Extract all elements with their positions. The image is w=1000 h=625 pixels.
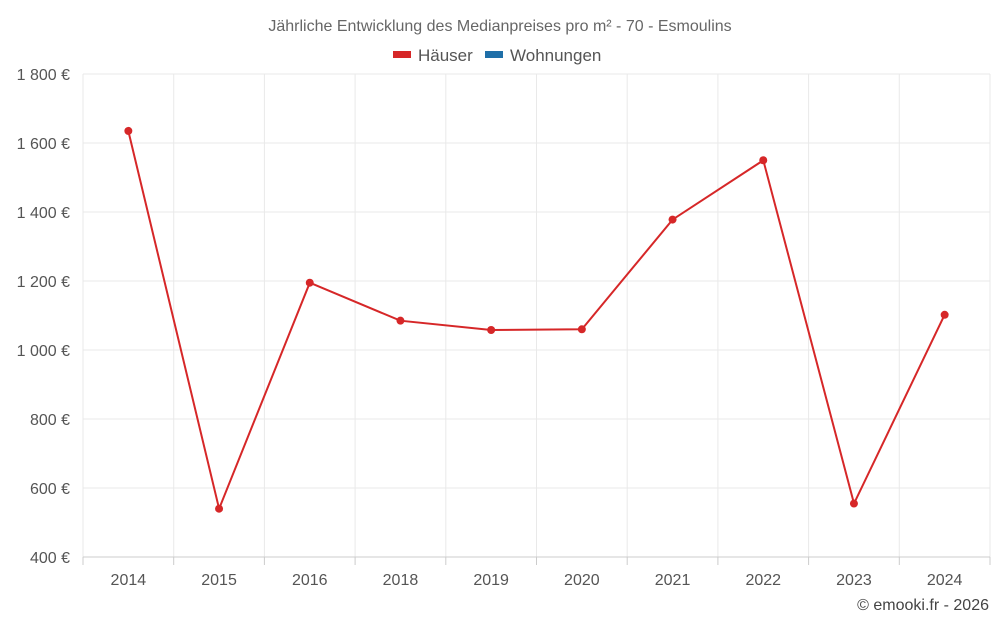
- x-tick-label: 2021: [655, 572, 691, 589]
- y-tick-label: 600 €: [30, 481, 70, 498]
- legend: Häuser Wohnungen: [393, 46, 601, 65]
- x-axis: 2014 2015 2016 2018 2019 2020 2021 2022 2023 2024: [82, 556, 991, 589]
- x-tick-label: 2015: [201, 572, 237, 589]
- legend-label-wohnungen: Wohnungen: [510, 46, 601, 65]
- x-tick-label: 2019: [473, 572, 509, 589]
- credit-text: © emooki.fr - 2026: [857, 597, 989, 614]
- x-tick-label: 2023: [836, 572, 872, 589]
- legend-swatch-wohnungen: [485, 51, 503, 58]
- data-point-2018[interactable]: [396, 316, 405, 325]
- x-tick-label: 2016: [292, 572, 328, 589]
- data-point-2015[interactable]: [215, 504, 224, 513]
- data-point-2020[interactable]: [577, 325, 586, 334]
- legend-item-haeuser[interactable]: Häuser: [393, 46, 473, 65]
- chart-title: Jährliche Entwicklung des Medianpreises …: [268, 18, 731, 35]
- legend-label-haeuser: Häuser: [418, 46, 473, 65]
- y-tick-label: 1 800 €: [17, 67, 70, 84]
- series-points-haeuser: [124, 126, 949, 513]
- y-tick-label: 1 200 €: [17, 274, 70, 291]
- y-tick-label: 400 €: [30, 550, 70, 567]
- data-point-2022[interactable]: [759, 156, 768, 165]
- y-axis: 400 € 600 € 800 € 1 000 € 1 200 € 1 400 € 1 60…: [17, 67, 70, 567]
- x-tick-label: 2022: [745, 572, 781, 589]
- y-tick-label: 800 €: [30, 412, 70, 429]
- x-tick-label: 2020: [564, 572, 600, 589]
- data-point-2016[interactable]: [305, 278, 314, 287]
- data-point-2024[interactable]: [940, 310, 949, 319]
- x-tick-label: 2018: [383, 572, 419, 589]
- y-tick-label: 1 400 €: [17, 205, 70, 222]
- series-line-haeuser: [127, 130, 946, 512]
- legend-item-wohnungen[interactable]: Wohnungen: [485, 46, 601, 65]
- data-point-2019[interactable]: [487, 325, 496, 334]
- grid: [82, 73, 991, 558]
- y-tick-label: 1 000 €: [17, 343, 70, 360]
- data-point-2014[interactable]: [124, 126, 133, 135]
- legend-swatch-haeuser: [393, 51, 411, 58]
- data-point-2021[interactable]: [668, 215, 677, 224]
- x-tick-label: 2014: [111, 572, 147, 589]
- data-point-2023[interactable]: [849, 499, 858, 508]
- x-tick-label: 2024: [927, 572, 963, 589]
- y-tick-label: 1 600 €: [17, 136, 70, 153]
